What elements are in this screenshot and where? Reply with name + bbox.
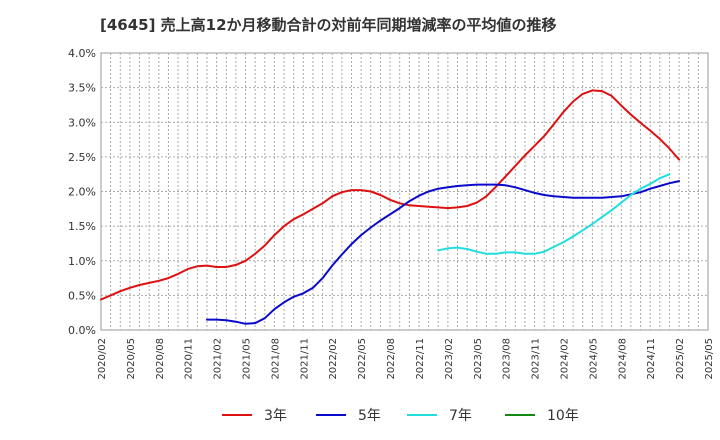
x-tick-label: 2020/02 (97, 338, 108, 380)
x-tick-label: 2021/08 (270, 338, 281, 380)
x-tick-label: 2024/08 (617, 338, 628, 380)
x-tick-label: 2020/08 (155, 338, 166, 380)
x-tick-label: 2022/11 (415, 338, 426, 380)
y-tick-label: 4.0% (68, 47, 96, 60)
legend-item: 7年 (407, 408, 472, 424)
grid-layer (101, 53, 708, 330)
x-tick-label: 2023/08 (502, 338, 513, 380)
series-line-3年 (100, 89, 681, 301)
y-axis: 0.0% 0.5% 1.0% 1.5% 2.0% 2.5% 3.0% 3.5% 4.0% (68, 47, 96, 337)
x-tick-label: 2023/02 (444, 338, 455, 380)
y-tick-label: 2.5% (68, 151, 96, 164)
legend-label: 10年 (547, 408, 579, 424)
x-tick-label: 2025/02 (675, 338, 686, 380)
x-axis: 2020/02 2020/05 2020/08 2020/11 2021/02 2021/… (97, 338, 715, 380)
x-tick-label: 2023/11 (531, 338, 542, 380)
series-line-5年 (206, 180, 681, 325)
legend: 3年 5年 7年 10年 (222, 408, 579, 424)
x-tick-label: 2024/11 (646, 338, 657, 380)
x-tick-label: 2024/05 (588, 338, 599, 380)
y-tick-label: 2.0% (68, 186, 96, 199)
x-tick-label: 2020/11 (184, 338, 195, 380)
series-layer (100, 89, 681, 325)
legend-item: 3年 (222, 408, 287, 424)
x-tick-label: 2023/05 (473, 338, 484, 380)
chart-title: [4645] 売上高12か月移動合計の対前年同期増減率の平均値の推移 (100, 16, 557, 34)
y-tick-label: 1.5% (68, 220, 96, 233)
x-tick-label: 2021/05 (242, 338, 253, 380)
legend-item: 5年 (316, 408, 381, 424)
x-tick-label: 2021/11 (299, 338, 310, 380)
plot-area (100, 52, 709, 331)
legend-label: 5年 (358, 408, 381, 424)
legend-label: 7年 (449, 408, 472, 424)
y-tick-label: 0.0% (68, 324, 96, 337)
y-tick-label: 0.5% (68, 289, 96, 302)
x-tick-label: 2024/02 (559, 338, 570, 380)
series-line-7年 (437, 173, 671, 255)
x-tick-label: 2020/05 (126, 338, 137, 380)
y-tick-label: 3.5% (68, 82, 96, 95)
legend-label: 3年 (264, 408, 287, 424)
legend-item: 10年 (505, 408, 579, 424)
x-tick-label: 2021/02 (213, 338, 224, 380)
x-tick-label: 2022/02 (328, 338, 339, 380)
x-tick-label: 2025/05 (704, 338, 715, 380)
y-tick-label: 3.0% (68, 116, 96, 129)
y-tick-label: 1.0% (68, 255, 96, 268)
x-tick-label: 2022/08 (386, 338, 397, 380)
x-tick-label: 2022/05 (357, 338, 368, 380)
